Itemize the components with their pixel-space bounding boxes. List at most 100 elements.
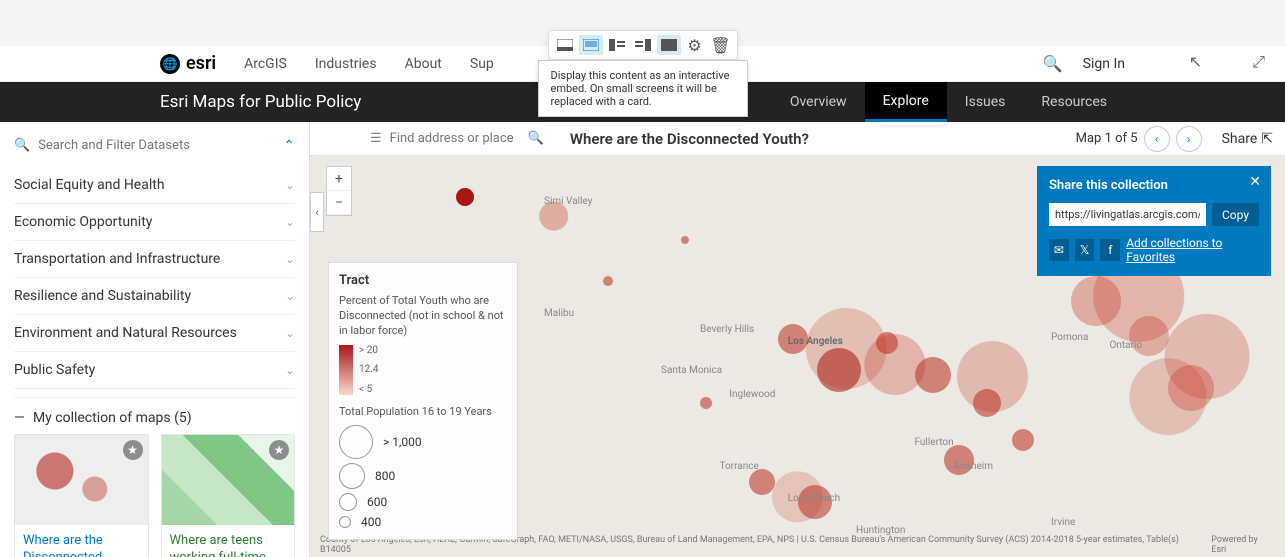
category-item[interactable]: Resilience and Sustainability⌄ bbox=[14, 278, 295, 315]
legend-circle bbox=[339, 516, 351, 528]
dataset-search-input[interactable] bbox=[34, 132, 283, 159]
chevron-down-icon: ⌄ bbox=[285, 326, 295, 340]
share-icon: ⇱ bbox=[1261, 131, 1273, 147]
tab-explore[interactable]: Explore bbox=[865, 82, 947, 122]
add-favorites-link[interactable]: Add collections to Favorites bbox=[1126, 236, 1259, 264]
close-icon[interactable]: ✕ bbox=[1249, 174, 1261, 190]
legend-size-title: Total Population 16 to 19 Years bbox=[339, 405, 507, 420]
legend-circle bbox=[339, 493, 357, 511]
page-title: Esri Maps for Public Policy bbox=[160, 92, 361, 112]
nav-link[interactable]: Sup bbox=[470, 56, 494, 72]
chevron-down-icon: ⌄ bbox=[285, 289, 295, 303]
zoom-out-button[interactable]: − bbox=[327, 191, 351, 215]
map-area[interactable]: ☰ 🔍 Where are the Disconnected Youth? Ma… bbox=[310, 122, 1285, 557]
tab-resources[interactable]: Resources bbox=[1023, 82, 1125, 122]
nav-link[interactable]: Industries bbox=[315, 56, 377, 72]
nav-link[interactable]: About bbox=[405, 56, 442, 72]
favorite-icon[interactable]: ★ bbox=[123, 440, 143, 460]
layout-embed-icon[interactable] bbox=[579, 35, 603, 55]
external-icon[interactable]: ⤢ bbox=[1252, 52, 1265, 72]
legend-size-label: 800 bbox=[375, 469, 395, 483]
legend-grad-top: > 20 bbox=[359, 345, 379, 356]
nav-links: ArcGIS Industries About Sup bbox=[244, 56, 494, 72]
legend-gradient bbox=[339, 345, 353, 395]
email-icon[interactable]: ✉ bbox=[1049, 239, 1069, 261]
category-label: Transportation and Infrastructure bbox=[14, 251, 220, 267]
address-input[interactable] bbox=[390, 131, 520, 146]
map-label: Inglewood bbox=[729, 389, 775, 400]
facebook-icon[interactable]: f bbox=[1100, 239, 1120, 261]
collection-header[interactable]: — My collection of maps (5) bbox=[14, 397, 295, 434]
twitter-icon[interactable]: 𝕏 bbox=[1075, 239, 1095, 261]
map-label: Beverly Hills bbox=[700, 324, 754, 335]
category-label: Environment and Natural Resources bbox=[14, 325, 237, 341]
category-item[interactable]: Social Equity and Health ⌄ bbox=[14, 167, 295, 204]
map-label: Ontario bbox=[1110, 340, 1143, 351]
share-title: Share this collection bbox=[1049, 178, 1259, 193]
cursor-icon[interactable]: ↖ bbox=[1189, 52, 1202, 72]
legend-heading: Tract bbox=[339, 273, 507, 288]
map-card: ★ Where are the Disconnected Youth? This… bbox=[14, 434, 149, 557]
legend-grad-mid: 12.4 bbox=[359, 364, 379, 375]
card-thumb: ★ bbox=[15, 435, 148, 525]
map-label: Malibu bbox=[544, 308, 574, 319]
layout-left-icon[interactable] bbox=[605, 35, 629, 55]
map-label: Fullerton bbox=[915, 437, 954, 448]
card-thumb: ★ bbox=[162, 435, 295, 525]
favorite-icon[interactable]: ★ bbox=[269, 440, 289, 460]
signin-link[interactable]: Sign In bbox=[1083, 56, 1125, 72]
collapse-sidebar-button[interactable]: ‹ bbox=[310, 192, 324, 232]
share-button[interactable]: Share ⇱ bbox=[1222, 131, 1273, 147]
category-item[interactable]: Public Safety⌄ bbox=[14, 352, 295, 389]
search-icon[interactable]: 🔍 bbox=[1043, 54, 1063, 73]
map-label: Long Beach bbox=[788, 493, 840, 504]
minus-icon: — bbox=[14, 410, 25, 426]
tab-overview[interactable]: Overview bbox=[772, 82, 865, 122]
brand-logo[interactable]: 🌐 esri bbox=[160, 53, 216, 74]
map-toolbar: ☰ 🔍 Where are the Disconnected Youth? Ma… bbox=[310, 122, 1285, 156]
map-label: Los Angeles bbox=[788, 336, 843, 347]
map-label: Anaheim bbox=[954, 461, 994, 472]
category-label: Social Equity and Health bbox=[14, 177, 165, 193]
legend-panel: Tract Percent of Total Youth who are Dis… bbox=[328, 262, 518, 540]
map-question: Where are the Disconnected Youth? bbox=[570, 130, 809, 148]
tab-issues[interactable]: Issues bbox=[947, 82, 1024, 122]
copy-button[interactable]: Copy bbox=[1212, 203, 1259, 226]
search-icon[interactable]: 🔍 bbox=[528, 131, 544, 146]
category-item[interactable]: Economic Opportunity⌄ bbox=[14, 204, 295, 241]
layout-card-icon[interactable] bbox=[553, 35, 577, 55]
editor-tooltip: Display this content as an interactive e… bbox=[538, 60, 748, 117]
map-label: Simi Valley bbox=[544, 196, 592, 207]
layout-full-icon[interactable] bbox=[657, 35, 681, 55]
prev-map-button[interactable]: ‹ bbox=[1144, 126, 1170, 152]
category-item[interactable]: Environment and Natural Resources ⌄ bbox=[14, 315, 295, 352]
menu-icon[interactable]: ☰ bbox=[370, 131, 382, 146]
category-label: Public Safety bbox=[14, 362, 95, 378]
share-label: Share bbox=[1222, 131, 1258, 147]
legend-circle bbox=[339, 425, 373, 459]
nav-link[interactable]: ArcGIS bbox=[244, 56, 287, 72]
settings-icon[interactable]: ⚙ bbox=[683, 35, 707, 55]
globe-icon: 🌐 bbox=[160, 54, 180, 74]
delete-icon[interactable]: 🗑 bbox=[709, 35, 733, 55]
legend-sub: Percent of Total Youth who are Disconnec… bbox=[339, 294, 507, 339]
zoom-control: + − bbox=[326, 166, 352, 216]
legend-size-label: > 1,000 bbox=[383, 435, 422, 449]
card-title[interactable]: Where are the Disconnected Youth? bbox=[23, 533, 140, 557]
collection-label: My collection of maps (5) bbox=[33, 410, 192, 426]
chevron-down-icon: ⌄ bbox=[285, 178, 295, 192]
zoom-in-button[interactable]: + bbox=[327, 167, 351, 191]
layout-right-icon[interactable] bbox=[631, 35, 655, 55]
next-map-button[interactable]: › bbox=[1176, 126, 1202, 152]
collapse-search-icon[interactable]: ⌃ bbox=[283, 138, 295, 154]
share-popup: ✕ Share this collection Copy ✉ 𝕏 f Add c… bbox=[1037, 166, 1271, 276]
chevron-down-icon: ⌄ bbox=[285, 252, 295, 266]
search-icon: 🔍 bbox=[14, 138, 30, 153]
card-title[interactable]: Where are teens working full-time (and t… bbox=[170, 533, 287, 557]
category-item[interactable]: Transportation and Infrastructure ⌄ bbox=[14, 241, 295, 278]
share-url-input[interactable] bbox=[1049, 203, 1206, 226]
map-label: Santa Monica bbox=[661, 365, 722, 376]
legend-size-label: 400 bbox=[361, 515, 381, 529]
category-label: Economic Opportunity bbox=[14, 214, 152, 230]
map-label: Pomona bbox=[1051, 332, 1088, 343]
